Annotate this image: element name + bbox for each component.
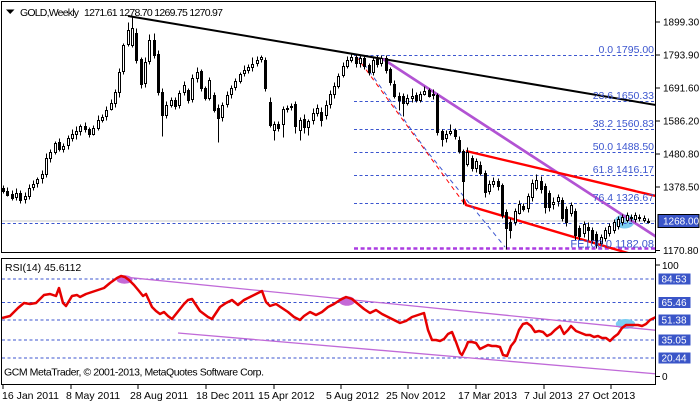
svg-text:50.0 1488.50: 50.0 1488.50 [593,141,654,153]
svg-text:1378.50: 1378.50 [663,183,700,194]
svg-text:5 Aug 2012: 5 Aug 2012 [326,390,379,402]
svg-text:RSI(14) 45.6112: RSI(14) 45.6112 [5,262,81,274]
svg-text:51.38: 51.38 [662,316,687,327]
svg-text:17 Mar 2013: 17 Mar 2013 [458,390,517,402]
svg-text:25 Nov 2012: 25 Nov 2012 [386,390,446,402]
svg-text:8 May 2011: 8 May 2011 [66,390,120,402]
svg-text:1586.20: 1586.20 [663,117,700,128]
svg-text:100: 100 [662,261,679,272]
svg-text:38.2 1560.83: 38.2 1560.83 [593,118,654,130]
svg-text:7 Jul 2013: 7 Jul 2013 [524,390,573,402]
svg-text:0.0 1795.00: 0.0 1795.00 [599,44,655,56]
svg-text:76.4 1326.67: 76.4 1326.67 [593,192,654,204]
svg-text:28 Aug 2011: 28 Aug 2011 [130,390,188,402]
svg-text:84.53: 84.53 [662,275,687,286]
svg-text:1793.90: 1793.90 [663,51,700,62]
svg-text:20.44: 20.44 [662,354,687,365]
svg-text:15 Apr 2012: 15 Apr 2012 [258,390,315,402]
svg-text:16 Jan 2011: 16 Jan 2011 [2,390,59,402]
svg-text:35.05: 35.05 [662,336,687,347]
svg-text:65.46: 65.46 [662,298,687,309]
svg-text:1480.80: 1480.80 [663,150,700,161]
svg-text:61.8 1416.17: 61.8 1416.17 [593,164,654,176]
svg-text:0: 0 [662,372,668,383]
svg-text:GOLD,Weekly: GOLD,Weekly [20,7,80,19]
svg-text:1268.00: 1268.00 [663,217,700,228]
svg-text:GCM MetaTrader, © 2001-2013, M: GCM MetaTrader, © 2001-2013, MetaQuotes … [4,367,264,379]
svg-text:23.6 1650.33: 23.6 1650.33 [593,90,654,102]
svg-text:18 Dec 2011: 18 Dec 2011 [196,390,255,402]
svg-text:27 Oct 2013: 27 Oct 2013 [578,390,635,402]
svg-text:1691.60: 1691.60 [663,84,700,95]
svg-text:1271.61 1278.70 1269.75 1270.9: 1271.61 1278.70 1269.75 1270.97 [84,7,223,19]
svg-text:1170.80: 1170.80 [663,246,699,257]
svg-text:FE100.0 1182.08: FE100.0 1182.08 [570,239,654,251]
svg-text:1899.30: 1899.30 [663,18,700,29]
